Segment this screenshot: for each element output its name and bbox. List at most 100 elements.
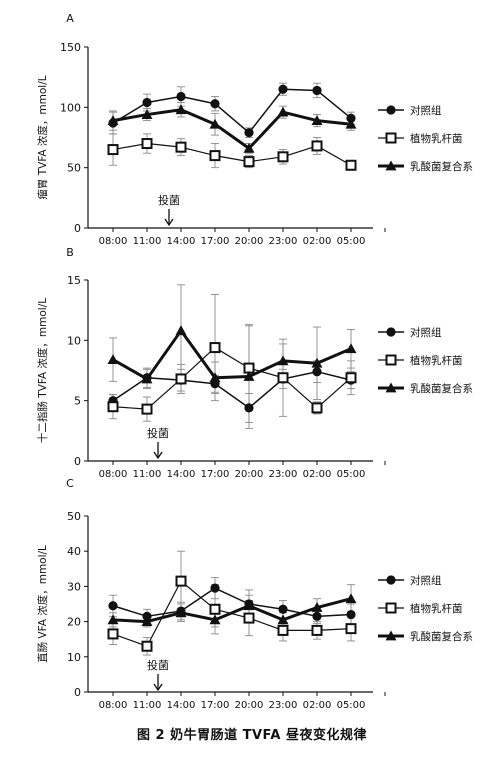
x-tick-label: 02:00 — [303, 469, 332, 480]
y-tick-label: 20 — [67, 616, 81, 629]
data-point — [176, 91, 186, 102]
legend-swatch-marker — [385, 132, 397, 144]
data-point — [346, 609, 356, 620]
data-point — [244, 403, 254, 413]
data-point — [142, 97, 152, 108]
data-point — [141, 109, 153, 119]
x-tick-label: 20:00 — [235, 469, 264, 480]
annotation-label: 投菌 — [147, 426, 169, 440]
x-tick-label: 17:00 — [201, 700, 230, 711]
legend-label: 植物乳杆菌 — [410, 354, 463, 367]
x-tick-label: 23:00 — [269, 236, 298, 247]
legend-item: 植物乳杆菌 — [378, 354, 463, 367]
data-point — [175, 575, 187, 587]
y-tick-label: 30 — [67, 580, 81, 593]
data-point — [311, 140, 323, 152]
legend-label: 对照组 — [410, 574, 442, 587]
legend-swatch-marker — [385, 602, 397, 614]
data-point — [346, 113, 356, 123]
annotation-label: 投菌 — [147, 658, 169, 672]
data-point — [311, 115, 323, 126]
series-line — [112, 108, 352, 150]
x-tick-label: 08:00 — [99, 236, 128, 247]
legend-swatch-marker — [386, 575, 396, 585]
x-tick-label: 17:00 — [201, 236, 230, 247]
data-point — [141, 616, 153, 626]
y-tick-label: 0 — [74, 455, 81, 468]
y-tick-label: 50 — [67, 510, 81, 523]
series-line — [112, 587, 352, 618]
data-point — [141, 373, 153, 384]
data-point — [311, 357, 323, 368]
x-tick-label: 17:00 — [201, 469, 230, 480]
figure-caption: 图 2 奶牛胃肠道 TVFA 昼夜变化规律 — [136, 728, 368, 743]
data-point — [311, 402, 323, 414]
x-tick-label: 14:00 — [167, 469, 196, 480]
data-point — [243, 612, 255, 624]
legend-swatch-marker — [385, 630, 397, 641]
data-point — [107, 115, 119, 126]
data-point — [277, 614, 289, 625]
x-tick-label: 05:00 — [337, 700, 366, 711]
panel-label: A — [66, 12, 74, 25]
series-line — [112, 88, 352, 134]
data-point — [345, 159, 357, 171]
legend-label: 乳酸菌复合系 — [410, 382, 473, 395]
data-point — [175, 141, 187, 153]
data-point — [107, 144, 119, 156]
legend-label: 乳酸菌复合系 — [410, 160, 473, 173]
x-tick-label: 20:00 — [235, 236, 264, 247]
series-line — [112, 329, 352, 381]
y-axis-title: 十二指肠 TVFA 浓度，mmol/L — [36, 298, 49, 443]
legend-swatch-marker — [386, 327, 396, 337]
x-tick-label: 02:00 — [303, 700, 332, 711]
data-point — [312, 611, 322, 621]
x-tick-label: 23:00 — [269, 469, 298, 480]
data-point — [244, 128, 254, 138]
data-point — [209, 342, 221, 354]
data-point — [209, 614, 221, 625]
annotation-label: 投菌 — [158, 193, 180, 207]
chart-panel-b: B 0 5 10 15 08:00 11:00 14:00 17:00 20:00 23:00 02:… — [36, 246, 473, 480]
data-point — [141, 138, 153, 150]
data-point — [243, 600, 255, 611]
data-point — [243, 156, 255, 168]
legend-swatch-marker — [385, 160, 397, 171]
legend-swatch-marker — [385, 382, 397, 393]
data-point — [107, 614, 119, 625]
legend-item: 对照组 — [378, 104, 442, 117]
legend-item: 乳酸菌复合系 — [378, 630, 473, 643]
legend-item: 植物乳杆菌 — [378, 602, 463, 615]
legend-item: 对照组 — [378, 326, 442, 339]
y-axis-title: 直肠 VFA 浓度，mmol/L — [36, 545, 49, 663]
data-point — [345, 118, 357, 129]
data-point — [141, 640, 153, 652]
data-point — [209, 603, 221, 615]
x-tick-label: 11:00 — [133, 469, 162, 480]
data-point — [175, 373, 187, 385]
chart-panel-a: A 0 50 100 150 08:00 11:00 14:00 17:00 20:00 23:00… — [36, 12, 473, 247]
data-point — [209, 118, 221, 129]
series-line — [112, 142, 352, 166]
x-tick-label: 14:00 — [167, 700, 196, 711]
data-point — [175, 325, 187, 336]
data-point — [345, 593, 357, 604]
data-point — [278, 84, 288, 94]
data-point — [278, 604, 288, 614]
data-point — [277, 151, 289, 163]
y-axis-title: 瘤胃 TVFA 浓度，mmol/L — [36, 75, 49, 199]
x-tick-label: 20:00 — [235, 700, 264, 711]
annotation-arrow — [164, 209, 174, 227]
legend-label: 植物乳杆菌 — [410, 132, 463, 145]
data-point — [345, 372, 357, 384]
x-tick-label: 08:00 — [99, 469, 128, 480]
y-tick-label: 0 — [74, 222, 81, 235]
panel-label: B — [66, 246, 74, 259]
legend-label: 乳酸菌复合系 — [410, 630, 473, 643]
data-point — [107, 628, 119, 640]
chart-panel-c: C 0 10 20 30 40 50 08:00 11:00 14:00 17:00 20:00 23:… — [36, 477, 473, 711]
data-point — [243, 371, 255, 381]
data-point — [312, 367, 322, 377]
